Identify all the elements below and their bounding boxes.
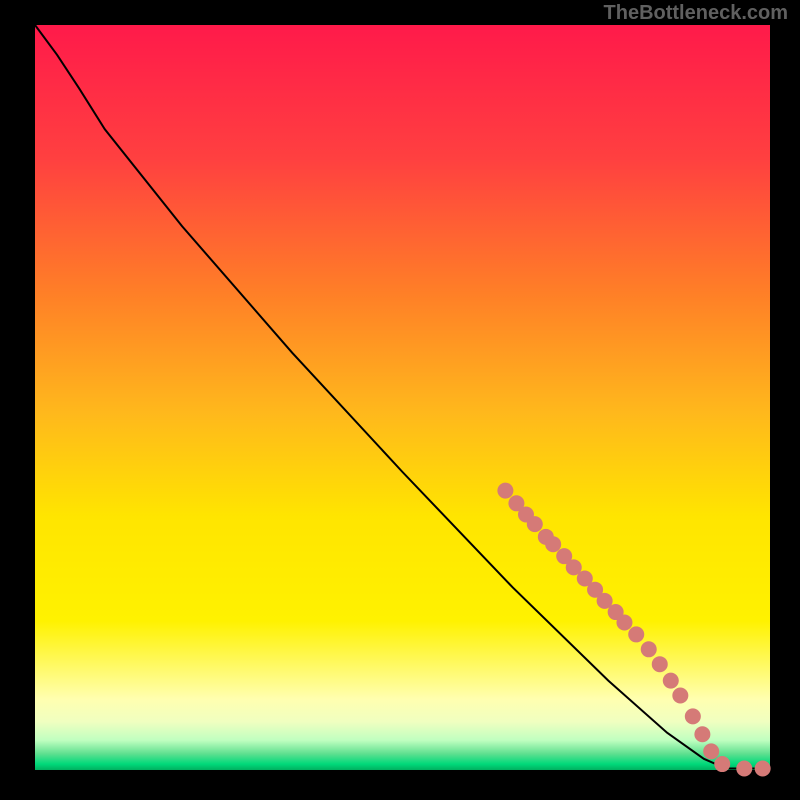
data-marker — [663, 673, 679, 689]
attribution-text: TheBottleneck.com — [604, 2, 788, 25]
data-marker — [545, 536, 561, 552]
data-marker — [652, 656, 668, 672]
chart-svg — [0, 0, 800, 800]
data-marker — [685, 708, 701, 724]
data-marker — [736, 761, 752, 777]
data-marker — [616, 614, 632, 630]
chart-container: TheBottleneck.com — [0, 0, 800, 800]
data-marker — [755, 761, 771, 777]
data-marker — [714, 756, 730, 772]
data-marker — [694, 726, 710, 742]
data-marker — [672, 688, 688, 704]
data-marker — [527, 516, 543, 532]
data-marker — [628, 626, 644, 642]
data-marker — [497, 483, 513, 499]
data-marker — [641, 641, 657, 657]
data-marker — [703, 743, 719, 759]
